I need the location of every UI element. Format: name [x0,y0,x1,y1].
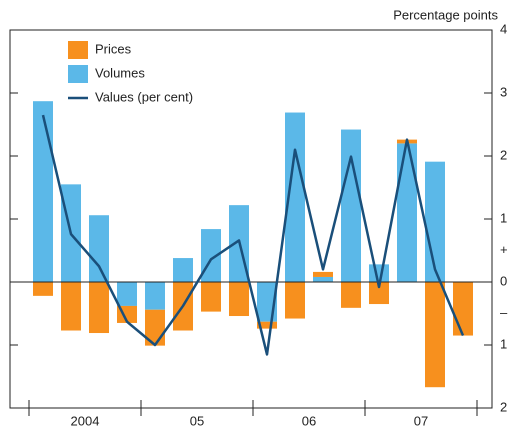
y-tick-label: 2 [500,399,507,414]
bar [341,129,361,282]
bar [285,112,305,282]
bar [425,282,445,388]
bar [89,215,109,282]
y-tick-label: 4 [500,21,507,36]
bar [453,282,473,336]
bar [397,143,417,282]
legend-swatch [68,41,88,59]
legend-label: Prices [95,41,132,56]
bar [341,282,361,308]
line [41,114,465,356]
bar [145,282,165,310]
bar [117,282,137,306]
x-group-label: 05 [190,413,204,428]
x-group-label: 06 [302,413,316,428]
bar [285,282,305,319]
y-tick-label: 1 [500,336,507,351]
bar [173,258,193,282]
y-sign-label: – [500,305,508,320]
axis-unit-label: Percentage points [393,7,498,22]
plot-frame [9,29,493,409]
bar [313,276,333,282]
bar [229,282,249,317]
y-tick-label: 0 [500,273,507,288]
y-tick-label: 1 [500,210,507,225]
legend-swatch [68,65,88,83]
y-tick-label: 2 [500,147,507,162]
bar [313,271,333,277]
y-tick-label: 3 [500,84,507,99]
bar [201,282,221,312]
bar [369,282,389,305]
x-group-label: 2004 [71,413,100,428]
y-sign-label: + [500,242,508,257]
legend-label: Values (per cent) [95,89,193,104]
bar [33,282,53,296]
legend-label: Volumes [95,65,145,80]
bar [257,321,277,329]
bar [61,282,81,331]
x-group-label: 07 [414,413,428,428]
bar [369,264,389,282]
bar [89,282,109,334]
bar [33,101,53,282]
